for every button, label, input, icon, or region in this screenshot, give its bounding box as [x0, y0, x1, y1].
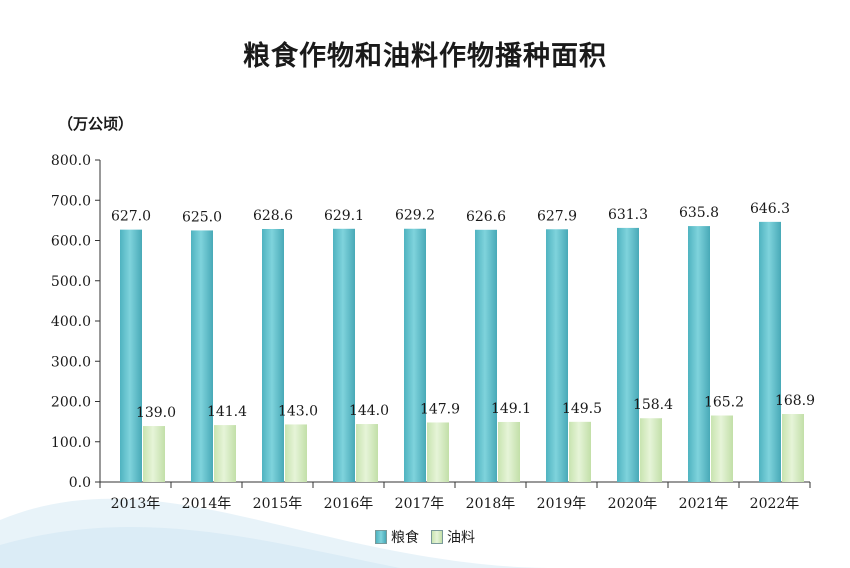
- axes: 0.0 100.0 200.0 300.0 400.0 500.0 600.0 700.0 80…: [51, 153, 811, 512]
- y-axis-unit-label: （万公顷）: [58, 115, 134, 133]
- legend-item-oil: 油料: [431, 527, 475, 547]
- bar-oil: [214, 425, 236, 482]
- data-label-oil: 165.2: [704, 395, 744, 411]
- data-label-grain: 627.0: [111, 209, 151, 225]
- data-label-grain: 625.0: [182, 209, 222, 225]
- x-tick-label: 2013年: [111, 496, 161, 512]
- y-tick-label: 100.0: [51, 435, 91, 451]
- bar-oil: [711, 415, 733, 482]
- legend-item-grain: 粮食: [375, 527, 419, 547]
- bar-grain: [191, 230, 213, 482]
- data-label-grain: 629.1: [324, 208, 364, 224]
- bar-grain: [475, 229, 497, 482]
- x-tick-label: 2019年: [537, 496, 587, 512]
- bar-oil: [498, 421, 520, 482]
- bar-grain: [546, 229, 568, 482]
- x-tick-label: 2017年: [395, 496, 445, 512]
- y-tick-label: 0.0: [69, 475, 91, 491]
- data-label-oil: 144.0: [349, 403, 389, 419]
- legend-label-oil: 油料: [447, 530, 475, 546]
- y-tick-label: 400.0: [51, 314, 91, 330]
- data-label-grain: 635.8: [679, 205, 719, 221]
- y-tick-label: 800.0: [51, 153, 91, 169]
- x-tick-label: 2015年: [253, 496, 303, 512]
- bar-grain: [120, 229, 142, 482]
- bar-oil: [569, 421, 591, 482]
- data-label-oil: 147.9: [420, 401, 460, 417]
- x-tick-label: 2021年: [679, 496, 729, 512]
- data-label-grain: 628.6: [253, 208, 293, 224]
- bar-grain: [617, 227, 639, 482]
- legend-label-grain: 粮食: [391, 530, 419, 546]
- bar-grain: [262, 228, 284, 482]
- bars: [120, 221, 804, 482]
- data-label-grain: 626.6: [466, 209, 506, 225]
- data-label-oil: 141.4: [207, 404, 247, 420]
- bar-oil: [640, 418, 662, 482]
- y-tick-label: 500.0: [51, 274, 91, 290]
- bar-grain: [688, 226, 710, 482]
- legend: 粮食 油料: [0, 527, 850, 547]
- data-label-grain: 627.9: [537, 208, 577, 224]
- legend-swatch-oil: [431, 530, 443, 544]
- legend-swatch-grain: [375, 530, 387, 544]
- bar-oil: [143, 426, 165, 482]
- x-tick-label: 2022年: [750, 496, 800, 512]
- data-label-oil: 139.0: [136, 405, 176, 421]
- x-tick-label: 2016年: [324, 496, 374, 512]
- data-label-oil: 143.0: [278, 403, 318, 419]
- x-tick-label: 2014年: [182, 496, 232, 512]
- y-tick-label: 700.0: [51, 193, 91, 209]
- data-label-oil: 149.1: [491, 401, 531, 417]
- data-label-grain: 631.3: [608, 207, 648, 223]
- x-tick-label: 2020年: [608, 496, 658, 512]
- x-tick-label: 2018年: [466, 496, 516, 512]
- bar-grain: [759, 221, 781, 482]
- data-label-oil: 168.9: [775, 393, 815, 409]
- bar-grain: [333, 228, 355, 482]
- bar-oil: [782, 414, 804, 482]
- data-label-oil: 158.4: [633, 397, 673, 413]
- chart-title: 粮食作物和油料作物播种面积: [243, 41, 607, 72]
- bar-grain: [404, 228, 426, 482]
- bar-oil: [356, 424, 378, 482]
- y-tick-label: 600.0: [51, 234, 91, 250]
- data-label-oil: 149.5: [562, 401, 602, 417]
- labels: 627.0 625.0 628.6 629.1 629.2 626.6 627.9 631.3…: [111, 201, 815, 421]
- data-label-grain: 629.2: [395, 208, 435, 224]
- bar-oil: [285, 424, 307, 482]
- bar-oil: [427, 422, 449, 482]
- y-tick-label: 200.0: [51, 395, 91, 411]
- y-tick-label: 300.0: [51, 354, 91, 370]
- data-label-grain: 646.3: [750, 201, 790, 217]
